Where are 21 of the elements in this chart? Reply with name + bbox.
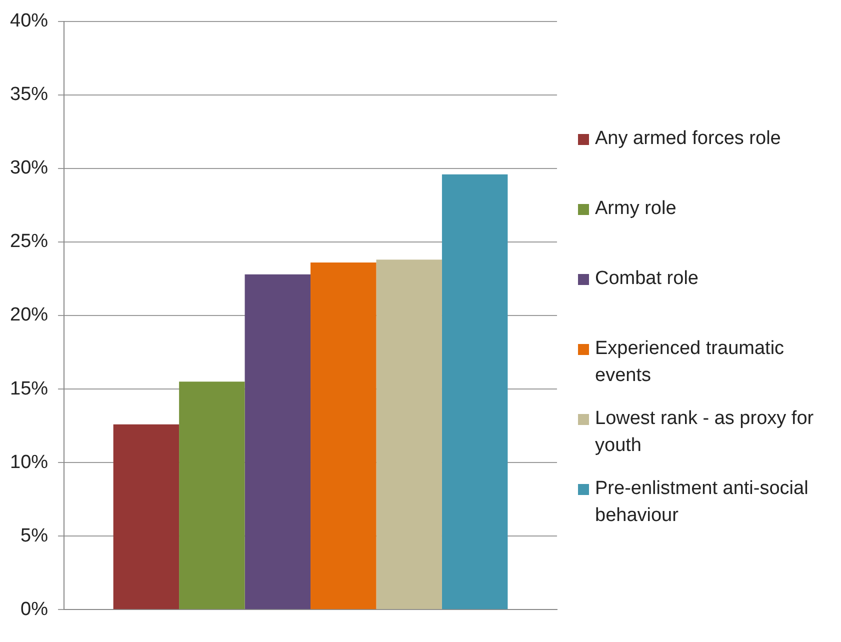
bar <box>442 174 508 610</box>
bar <box>179 382 245 610</box>
y-tick-label: 0% <box>20 598 48 620</box>
legend-label: Lowest rank - as proxy for youth <box>595 407 815 458</box>
legend-label: Army role <box>595 197 676 221</box>
bar <box>310 262 376 610</box>
bar <box>376 260 442 610</box>
legend-label: Experienced traumatic events <box>595 337 786 388</box>
y-tick-label: 25% <box>10 231 48 252</box>
y-tick-label: 5% <box>20 525 48 546</box>
legend-label: Any armed forces role <box>595 127 781 151</box>
bar <box>244 274 311 610</box>
y-tick-label: 30% <box>10 158 48 179</box>
y-tick-label: 40% <box>10 10 48 32</box>
y-tick-label: 35% <box>10 84 48 106</box>
legend-label: Combat role <box>595 267 698 291</box>
bar <box>113 424 180 610</box>
y-tick-label: 10% <box>10 452 48 473</box>
y-tick-label: 15% <box>10 378 48 400</box>
legend-label: Pre-enlistment anti-social behaviour <box>595 477 810 528</box>
y-tick-label: 20% <box>10 304 48 326</box>
